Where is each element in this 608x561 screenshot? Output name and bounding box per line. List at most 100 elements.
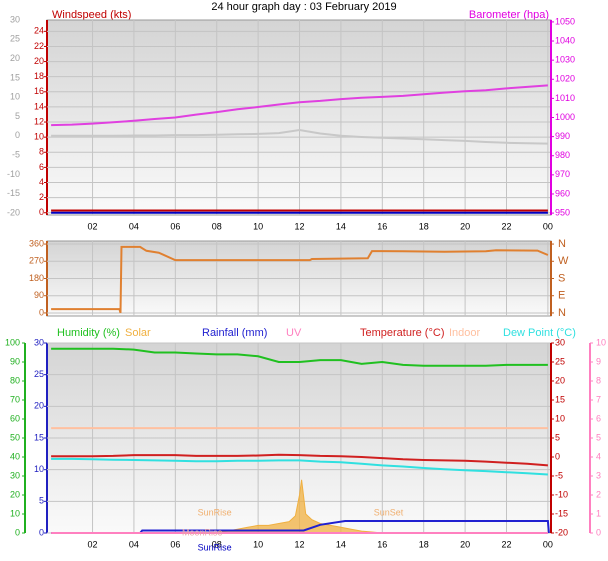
- y-tick-label: 360: [29, 238, 44, 248]
- y-tick-label: 16: [34, 86, 44, 96]
- y-tick-label: 100: [5, 337, 20, 347]
- x-tick-label: 04: [129, 539, 139, 549]
- y-tick-label: 5: [39, 496, 44, 506]
- x-tick-label: 04: [129, 221, 139, 231]
- annotation: SunSet: [374, 507, 404, 517]
- plot-area: [46, 19, 552, 216]
- y-tick-label: 960: [555, 188, 570, 198]
- x-tick-label: 06: [170, 539, 180, 549]
- legend-entry: UV: [286, 327, 302, 339]
- x-tick-label: 12: [295, 221, 305, 231]
- y-tick-label: 1020: [555, 74, 575, 84]
- y-tick-label: 180: [29, 273, 44, 283]
- y-tick-label: 0: [39, 307, 44, 317]
- y-tick-label: N: [558, 307, 566, 319]
- y-tick-label: 18: [34, 71, 44, 81]
- y-tick-label: 15: [555, 394, 565, 404]
- y-tick-label: S: [558, 272, 565, 284]
- y-tick-label: 24: [34, 26, 44, 36]
- y-tick-label: 5: [596, 432, 601, 442]
- y-tick-label: 20: [34, 56, 44, 66]
- y-tick-label: 70: [10, 394, 20, 404]
- x-tick-label: 02: [88, 221, 98, 231]
- y-tick-label: 1030: [555, 55, 575, 65]
- y-tick-label: 6: [596, 413, 601, 423]
- y-tick-label: 25: [34, 369, 44, 379]
- x-tick-label: 16: [377, 221, 387, 231]
- y-tick-label: 22: [34, 41, 44, 51]
- y-tick-label: 0: [15, 527, 20, 537]
- y-tick-label: 10: [34, 464, 44, 474]
- x-tick-label: 08: [212, 539, 222, 549]
- series-line: [51, 347, 548, 367]
- legend-entry: Dew Point (°C): [503, 327, 576, 339]
- x-tick-label: 00: [543, 221, 553, 231]
- x-tick-label: 14: [336, 221, 346, 231]
- y-tick-label: 0: [555, 451, 560, 461]
- x-tick-label: 18: [419, 539, 429, 549]
- y-tick-label: 2: [39, 192, 44, 202]
- y-tick-label: 5: [555, 432, 560, 442]
- series-line: [51, 453, 548, 467]
- chart-title: 24 hour graph day : 03 February 2019: [211, 1, 396, 13]
- y-tick-label: 20: [10, 53, 20, 63]
- y-tick-label: 90: [10, 356, 20, 366]
- y-tick-label: 90: [34, 290, 44, 300]
- y-tick-label: -10: [555, 489, 568, 499]
- y-tick-label: 970: [555, 169, 570, 179]
- y-tick-label: 1: [596, 508, 601, 518]
- y-tick-label: 50: [10, 432, 20, 442]
- y-tick-label: -20: [7, 207, 20, 217]
- y-tick-label: 1000: [555, 112, 575, 122]
- y-tick-label: 980: [555, 150, 570, 160]
- y-tick-label: -5: [12, 150, 20, 160]
- x-tick-label: 16: [377, 539, 387, 549]
- y-tick-label: N: [558, 238, 566, 250]
- annotation: SunRise: [198, 507, 232, 517]
- y-tick-label: 8: [596, 375, 601, 385]
- y-tick-label: 0: [15, 130, 20, 140]
- y2-axis-label: Barometer (hpa): [469, 9, 549, 21]
- y-tick-label: 10: [10, 508, 20, 518]
- y-tick-label: 30: [10, 470, 20, 480]
- y-tick-label: 0: [596, 527, 601, 537]
- x-tick-label: 14: [336, 539, 346, 549]
- y-tick-label: 20: [10, 489, 20, 499]
- y-axis-label: Windspeed (kts): [52, 9, 131, 21]
- y-tick-label: 5: [15, 111, 20, 121]
- y-tick-label: 1050: [555, 16, 575, 26]
- y-tick-label: 14: [34, 101, 44, 111]
- y-tick-label: 1040: [555, 35, 575, 45]
- y-tick-label: -20: [555, 527, 568, 537]
- y-tick-label: 4: [596, 451, 601, 461]
- y-tick-label: 15: [10, 72, 20, 82]
- y-tick-label: 25: [10, 34, 20, 44]
- x-tick-label: 06: [170, 221, 180, 231]
- y-tick-label: -5: [555, 470, 563, 480]
- y-tick-label: 80: [10, 375, 20, 385]
- y-tick-label: W: [558, 255, 569, 267]
- y-tick-label: 0: [39, 207, 44, 217]
- y-tick-label: 40: [10, 451, 20, 461]
- legend-entry: Solar: [125, 327, 151, 339]
- y-tick-label: -15: [555, 508, 568, 518]
- y-tick-label: 950: [555, 207, 570, 217]
- y-tick-label: 20: [555, 375, 565, 385]
- y-tick-label: 30: [555, 337, 565, 347]
- x-tick-label: 10: [253, 539, 263, 549]
- y-tick-label: 6: [39, 162, 44, 172]
- y-tick-label: 10: [10, 92, 20, 102]
- y-tick-label: 10: [555, 413, 565, 423]
- x-tick-label: 00: [543, 539, 553, 549]
- x-tick-label: 12: [295, 539, 305, 549]
- x-tick-label: 22: [501, 539, 511, 549]
- y-tick-label: 270: [29, 256, 44, 266]
- legend-entry: Humidity (%): [57, 327, 120, 339]
- solar-area: [212, 479, 383, 534]
- y-tick-label: 7: [596, 394, 601, 404]
- y-tick-label: 3: [596, 470, 601, 480]
- series-line: [51, 457, 548, 476]
- y-tick-label: 12: [34, 116, 44, 126]
- y-tick-label: 25: [555, 356, 565, 366]
